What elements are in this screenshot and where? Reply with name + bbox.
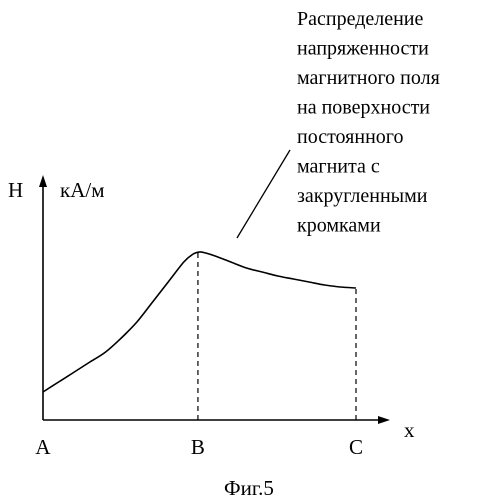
series-line xyxy=(43,252,356,392)
x-tick-label-A: A xyxy=(35,435,51,459)
x-tick-labels: A B C xyxy=(35,435,363,459)
annotation-line-0: Распределение xyxy=(297,8,424,30)
annotation-line-7: кромками xyxy=(297,215,381,237)
annotation: Распределение напряженности магнитного пол… xyxy=(297,8,440,237)
annotation-line-4: постоянного xyxy=(297,126,403,148)
x-tick-label-B: B xyxy=(191,435,205,459)
annotation-line-1: напряженности xyxy=(297,38,429,60)
x-tick-label-C: C xyxy=(349,435,363,459)
annotation-line-6: закругленными xyxy=(297,185,428,207)
y-axis-label: H xyxy=(8,178,23,202)
annotation-leader xyxy=(237,150,290,238)
annotation-line-3: на поверхности xyxy=(297,97,430,119)
figure-caption: Фиг.5 xyxy=(224,476,274,500)
x-axis-label: x xyxy=(404,418,415,442)
y-axis-arrow xyxy=(39,175,47,187)
dashed-markers xyxy=(198,253,356,421)
x-axis-arrow xyxy=(378,416,390,424)
annotation-line-5: магнита с xyxy=(297,156,380,178)
annotation-line-2: магнитного поля xyxy=(297,67,440,89)
y-axis-unit: кА/м xyxy=(60,178,105,202)
